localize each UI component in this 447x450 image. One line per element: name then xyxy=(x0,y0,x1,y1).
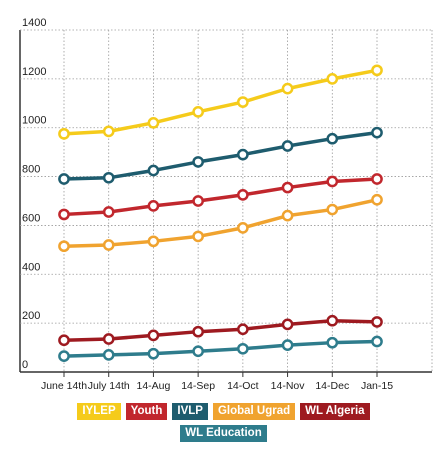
data-point xyxy=(192,195,204,207)
data-point xyxy=(147,164,160,177)
data-point xyxy=(281,209,294,222)
data-point xyxy=(102,171,115,184)
series-line xyxy=(63,130,378,181)
series-wl-education xyxy=(58,335,383,362)
data-point xyxy=(281,318,294,331)
data-point xyxy=(192,156,204,168)
y-tick-label: 1000 xyxy=(22,115,46,127)
data-point xyxy=(281,181,294,194)
data-point xyxy=(237,189,249,201)
data-point xyxy=(58,173,70,185)
data-point xyxy=(326,73,339,85)
legend-item: IVLP xyxy=(172,403,208,420)
data-point xyxy=(237,222,249,234)
y-tick-label: 1200 xyxy=(22,66,46,78)
y-tick-label: 800 xyxy=(22,164,40,176)
data-point xyxy=(102,239,115,251)
data-point xyxy=(102,333,115,345)
data-point xyxy=(326,314,339,327)
grid-layer xyxy=(19,29,433,377)
data-point xyxy=(58,240,70,253)
data-point xyxy=(58,350,70,362)
data-point xyxy=(102,349,115,361)
data-point xyxy=(102,206,115,218)
y-tick-label: 400 xyxy=(22,261,40,273)
legend-row: WL Education xyxy=(0,425,447,442)
series-line xyxy=(63,318,378,342)
y-tick-label: 0 xyxy=(22,359,28,371)
data-point xyxy=(371,173,383,185)
x-tick-label: Jan-15 xyxy=(361,380,393,392)
data-point xyxy=(281,82,294,95)
data-point xyxy=(102,125,115,138)
data-point xyxy=(147,116,160,129)
chart-svg: 0 200 400 600 800 1000 1200 1400 June 14th July … xyxy=(19,17,433,392)
data-point xyxy=(147,200,160,212)
y-tick-label: 600 xyxy=(22,212,40,224)
series-wl-algeria xyxy=(58,314,383,347)
data-point xyxy=(371,64,383,77)
data-point xyxy=(371,126,383,139)
data-point xyxy=(371,335,383,348)
series-line xyxy=(63,177,378,217)
data-point xyxy=(58,208,70,221)
data-point xyxy=(147,329,160,342)
data-point xyxy=(281,140,294,152)
data-point xyxy=(237,148,249,161)
series-youth xyxy=(58,173,383,221)
data-point xyxy=(326,336,339,349)
data-point xyxy=(326,203,339,216)
data-point xyxy=(147,347,160,360)
y-axis-ticks: 0 200 400 600 800 1000 1200 1400 xyxy=(22,17,46,371)
data-point xyxy=(192,105,204,118)
data-point xyxy=(326,175,339,188)
x-tick-label: June 14th xyxy=(41,380,87,392)
series-global-ugrad xyxy=(58,193,383,253)
data-point xyxy=(371,193,383,206)
data-point xyxy=(192,325,204,338)
series-line xyxy=(63,339,378,358)
y-tick-label: 200 xyxy=(22,310,40,322)
data-point xyxy=(237,342,249,355)
x-tick-label: 14-Oct xyxy=(227,380,259,392)
x-tick-label: July 14th xyxy=(88,380,130,392)
legend-row: IYLEP Youth IVLP Global Ugrad WL Algeria xyxy=(0,403,447,420)
y-tick-label: 1400 xyxy=(22,17,46,29)
data-point xyxy=(326,132,339,145)
x-axis-ticks: June 14th July 14th 14-Aug 14-Sep 14-Oct 14-N… xyxy=(41,380,393,392)
data-point xyxy=(237,323,249,336)
data-point xyxy=(237,96,249,108)
x-tick-label: 14-Nov xyxy=(271,380,306,392)
legend-item: WL Education xyxy=(180,425,267,442)
legend-item: IYLEP xyxy=(77,403,121,420)
data-point xyxy=(281,339,294,351)
series-ivlp xyxy=(58,126,383,185)
data-point xyxy=(192,230,204,243)
legend: IYLEP Youth IVLP Global Ugrad WL Algeria WL … xyxy=(0,403,447,447)
series-iylep xyxy=(58,64,383,140)
data-point xyxy=(192,345,204,358)
data-point xyxy=(58,127,70,140)
data-point xyxy=(58,334,70,347)
series-layer xyxy=(58,64,383,362)
data-point xyxy=(147,235,160,248)
legend-item: Global Ugrad xyxy=(212,403,296,420)
series-line xyxy=(63,68,378,136)
series-line xyxy=(63,198,378,248)
legend-item: WL Algeria xyxy=(300,403,370,420)
legend-item: Youth xyxy=(125,403,168,420)
x-tick-label: 14-Dec xyxy=(315,380,349,392)
x-tick-label: 14-Sep xyxy=(181,380,215,392)
data-point xyxy=(371,316,383,328)
x-tick-label: 14-Aug xyxy=(136,380,170,392)
